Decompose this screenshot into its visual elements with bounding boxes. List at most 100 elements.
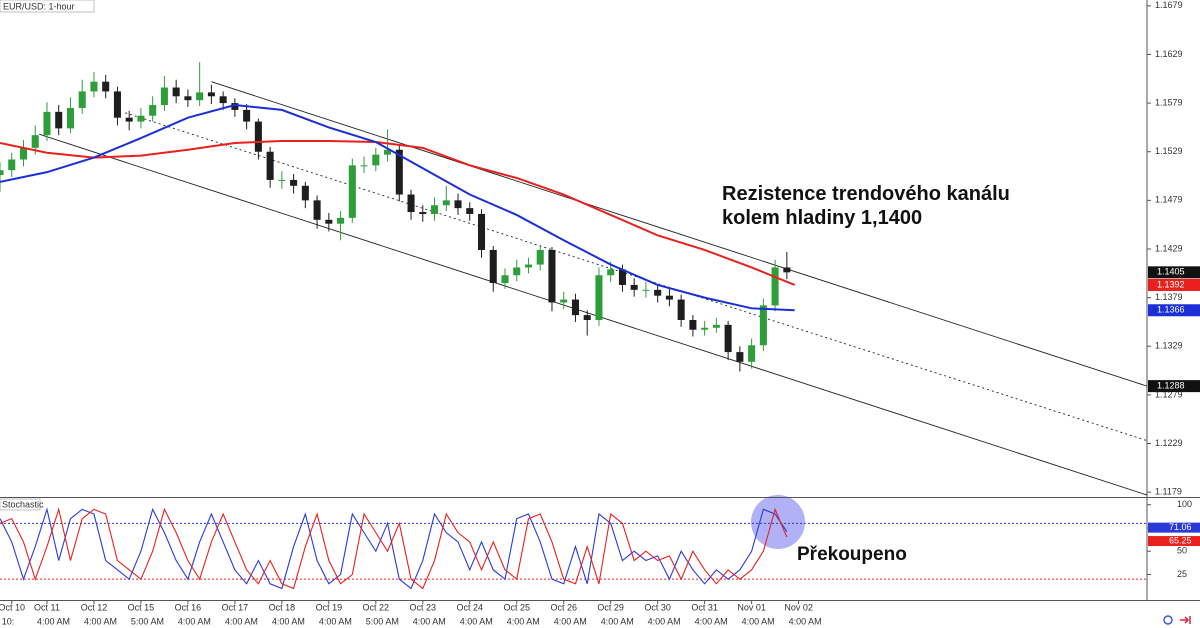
x-tick-time: 4:00 AM <box>319 616 352 626</box>
candle-body <box>348 165 356 218</box>
x-tick-time: 4:00 AM <box>789 616 822 626</box>
icon[interactable] <box>1163 615 1173 625</box>
x-tick-time: 4:00 AM <box>742 616 775 626</box>
candle-body <box>125 117 133 122</box>
price-tag-label: 1.1288 <box>1157 380 1185 390</box>
moving-average <box>0 140 796 286</box>
x-tick-label: Oct 24 <box>457 602 484 612</box>
candle-body <box>477 213 486 250</box>
x-tick-label: Oct 12 <box>81 602 108 612</box>
y-tick-label: 1.1379 <box>1155 292 1183 302</box>
price-tag-label: 1.1405 <box>1157 267 1185 277</box>
candle-body <box>325 219 333 224</box>
y-tick-label: 1.1329 <box>1155 341 1183 351</box>
candle-body <box>0 170 4 176</box>
candle-body <box>701 327 709 330</box>
candle-body <box>454 200 462 209</box>
trend-line <box>125 112 1148 442</box>
candle-body <box>290 179 298 186</box>
candle-body <box>618 269 626 285</box>
icon[interactable] <box>1180 616 1191 624</box>
candle-body <box>407 194 415 213</box>
x-tick-label: Oct 15 <box>128 602 155 612</box>
x-tick-time: 4:00 AM <box>37 616 70 626</box>
candle-body <box>595 275 603 320</box>
x-tick-label: Oct 26 <box>550 602 577 612</box>
moving-average <box>0 104 795 312</box>
candle-body <box>489 249 497 284</box>
value-tag <box>1148 522 1200 533</box>
candle-body <box>19 147 28 160</box>
candle-body <box>113 91 121 118</box>
indicator-title: Stochastic <box>2 499 44 509</box>
candle-body <box>654 289 662 296</box>
price-tag-label: 1.1392 <box>1157 279 1185 289</box>
y-tick-label: 1.1179 <box>1155 487 1182 497</box>
candle-body <box>571 299 579 316</box>
x-tick-time: 5:00 AM <box>366 616 399 626</box>
price-tag-label: 1.1366 <box>1157 305 1185 315</box>
y-tick-label: 100 <box>1177 499 1192 509</box>
x-tick-time: 4:00 AM <box>225 616 258 626</box>
candle-body <box>360 165 368 167</box>
candle-body <box>137 115 145 122</box>
candle-body <box>736 352 744 362</box>
title-box <box>0 0 95 13</box>
chart-title: EUR/USD: 1-hour <box>3 1 75 11</box>
x-tick-time: 5:00 AM <box>131 616 164 626</box>
candle-body <box>524 264 533 268</box>
x-tick-label: Oct 18 <box>269 602 296 612</box>
candle-body <box>501 275 509 284</box>
toolbar-icons[interactable] <box>1163 615 1191 625</box>
candle-body <box>55 111 63 129</box>
price-tag <box>1148 380 1200 393</box>
y-tick-label: 50 <box>1177 546 1187 556</box>
y-tick-label: 1.1229 <box>1155 438 1183 448</box>
candle-body <box>219 96 227 104</box>
price-tag <box>1148 304 1200 317</box>
x-tick-label: Oct 16 <box>175 602 202 612</box>
candle-body <box>372 154 380 166</box>
candle-body <box>278 179 286 181</box>
value-tag-label: 65.25 <box>1169 535 1192 545</box>
candle-body <box>43 111 51 136</box>
x-tick-time: 4:00 AM <box>695 616 728 626</box>
y-tick-label: 1.1279 <box>1155 389 1183 399</box>
x-tick-time: 4:00 AM <box>413 616 446 626</box>
x-tick-time: 10: <box>2 616 15 626</box>
y-tick-label: 1.1579 <box>1155 97 1183 107</box>
candle-body <box>689 319 697 330</box>
x-tick-label: Oct 23 <box>410 602 437 612</box>
candle-body <box>149 105 157 116</box>
y-tick-label: 1.1629 <box>1155 49 1183 59</box>
x-tick-label: Oct 17 <box>222 602 249 612</box>
y-tick-label: 1.1529 <box>1155 146 1183 156</box>
candle-body <box>677 299 685 320</box>
candle-body <box>560 299 568 303</box>
x-tick-time: 4:00 AM <box>460 616 493 626</box>
stochastic-line <box>0 507 788 590</box>
x-tick-label: Oct 29 <box>597 602 624 612</box>
candle-body <box>783 267 791 273</box>
x-tick-time: 4:00 AM <box>84 616 117 626</box>
candle-body <box>66 107 74 129</box>
candle-body <box>313 200 321 220</box>
candle-body <box>642 289 650 291</box>
candle-body <box>31 135 39 148</box>
candle-body <box>102 81 110 92</box>
x-tick-label: Oct 30 <box>644 602 671 612</box>
candle-body <box>395 149 403 195</box>
candle-body <box>243 109 251 122</box>
trend-line <box>211 81 1148 387</box>
candle-body <box>78 91 86 108</box>
candle-body <box>630 284 638 290</box>
candle-body <box>8 159 16 171</box>
candle-body <box>513 267 521 276</box>
candle-body <box>748 345 756 362</box>
candle-body <box>90 81 98 92</box>
candle-body <box>160 87 168 106</box>
highlight-circle <box>751 495 805 549</box>
candle-body <box>442 200 450 206</box>
candle-body <box>419 212 427 214</box>
